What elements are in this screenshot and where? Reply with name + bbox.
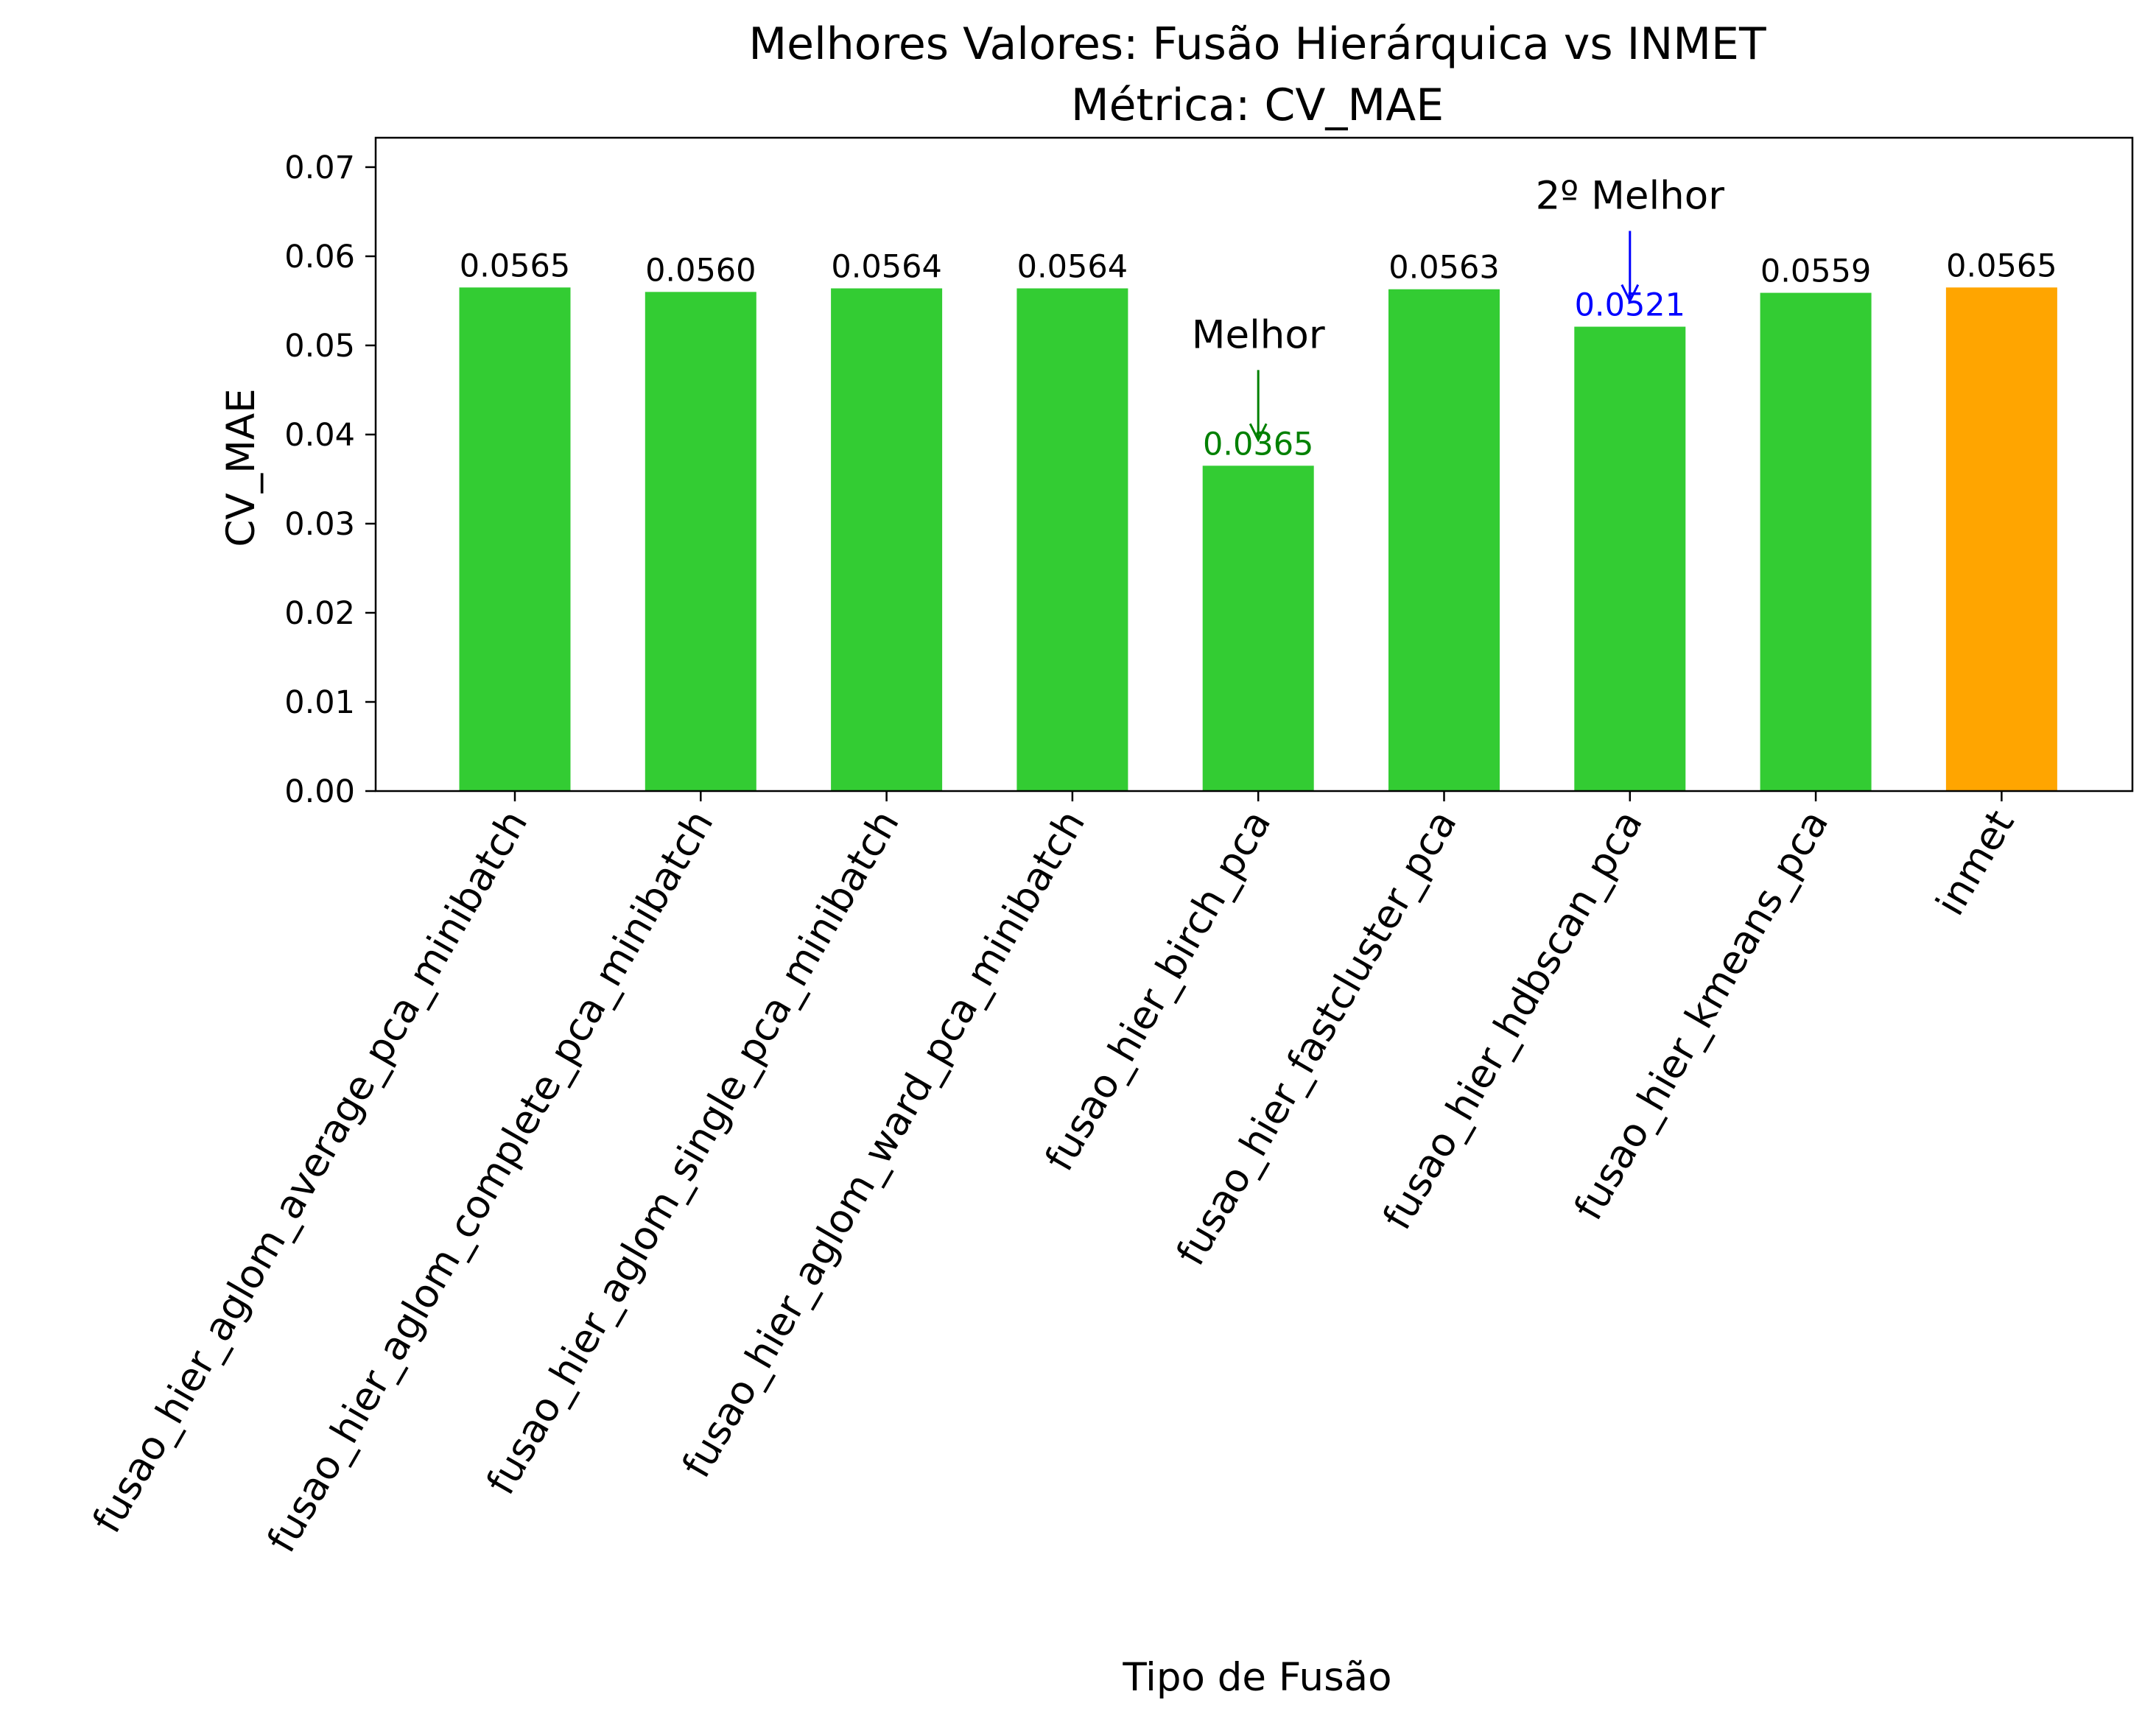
bar-value-label: 0.0563 xyxy=(1388,250,1499,287)
y-axis: 0.00 0.01 0.02 0.03 0.04 0.05 0.06 0.07 xyxy=(284,150,376,810)
bar xyxy=(1760,292,1872,791)
annotation-label: Melhor xyxy=(1192,312,1325,357)
bar-value-label: 0.0560 xyxy=(645,252,756,289)
bar-value-label: 0.0559 xyxy=(1760,253,1871,290)
bar xyxy=(459,287,571,792)
annotation-arrowhead xyxy=(1249,423,1268,443)
value-labels: 0.0565 0.0560 0.0564 0.05640.03650.05630.05… xyxy=(460,247,2057,463)
x-axis-title: Tipo de Fusão xyxy=(1122,1655,1391,1700)
bars-layer xyxy=(459,287,2057,792)
bar xyxy=(645,292,756,791)
bar xyxy=(1945,287,2057,792)
y-axis-title: CV_MAE xyxy=(219,388,264,547)
y-tick-label: 0.01 xyxy=(284,684,355,721)
plot-frame xyxy=(374,136,2134,793)
y-tick-label: 0.06 xyxy=(284,239,355,275)
bar xyxy=(1574,326,1686,791)
bar-value-label: 0.0564 xyxy=(1017,249,1128,286)
bar xyxy=(831,288,943,792)
y-tick-label: 0.00 xyxy=(284,773,355,810)
bar xyxy=(1202,465,1314,791)
annotation-arrowhead xyxy=(1620,284,1640,303)
y-tick-label: 0.05 xyxy=(284,328,355,365)
chart-subtitle: Métrica: CV_MAE xyxy=(1071,80,1444,131)
x-tick-label: inmet xyxy=(1928,803,2023,923)
x-tick-label: fusao_hier_aglom_single_pca_minibatch xyxy=(478,803,908,1503)
y-tick-label: 0.03 xyxy=(284,506,355,543)
x-axis: fusao_hier_aglom_average_pca_minibatchfu… xyxy=(85,791,2023,1560)
y-tick-label: 0.07 xyxy=(284,150,355,186)
y-tick-label: 0.04 xyxy=(284,417,355,454)
bar-value-label: 0.0565 xyxy=(460,247,570,284)
bar-value-label: 0.0565 xyxy=(1946,247,2057,284)
annotations: Melhor 2º Melhor xyxy=(1192,174,1725,443)
bar xyxy=(1388,289,1500,791)
bar-value-label: 0.0564 xyxy=(831,249,941,286)
chart-title: Melhores Valores: Fusão Hierárquica vs I… xyxy=(748,18,1766,70)
x-tick-label: fusao_hier_aglom_ward_pca_minibatch xyxy=(674,803,1094,1486)
x-tick-label: fusao_hier_aglom_average_pca_minibatch xyxy=(85,803,537,1541)
annotation-label: 2º Melhor xyxy=(1536,174,1725,219)
y-tick-label: 0.02 xyxy=(284,595,355,632)
bar xyxy=(1016,288,1128,792)
